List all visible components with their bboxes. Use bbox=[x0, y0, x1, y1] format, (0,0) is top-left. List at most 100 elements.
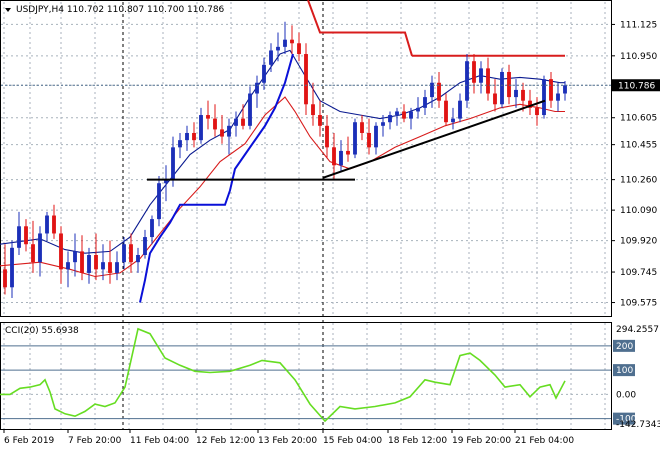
cci-tick-label: 294.2557 bbox=[616, 325, 659, 335]
candle-body bbox=[220, 129, 224, 137]
price-tick-label: 109.575 bbox=[620, 299, 657, 309]
time-tick-label: 6 Feb 2019 bbox=[4, 436, 55, 446]
candle-body bbox=[157, 183, 161, 220]
collapse-arrow-icon[interactable] bbox=[5, 8, 11, 12]
candle-body bbox=[45, 215, 49, 234]
cci-level-box bbox=[613, 364, 635, 377]
current-price-label: 110.786 bbox=[618, 81, 655, 91]
candle-body bbox=[10, 247, 14, 288]
time-tick-label: 7 Feb 20:00 bbox=[68, 436, 122, 446]
candle-body bbox=[234, 118, 238, 126]
candle-body bbox=[556, 93, 560, 101]
time-axis: 6 Feb 2019 7 Feb 20:00 11 Feb 04:00 12 Feb … bbox=[3, 429, 574, 446]
candles bbox=[3, 21, 567, 299]
candle-body bbox=[192, 132, 196, 141]
chart-title: USDJPY,H4 110.702 110.807 110.700 110.78… bbox=[16, 5, 225, 15]
price-tick-label: 110.260 bbox=[620, 176, 657, 186]
time-tick-label: 15 Feb 04:00 bbox=[323, 436, 382, 446]
candle-body bbox=[262, 64, 266, 83]
candle-body bbox=[458, 100, 462, 119]
candle-body bbox=[31, 244, 35, 263]
cci-level-box bbox=[613, 412, 635, 425]
candle-body bbox=[248, 93, 252, 126]
candle-body bbox=[444, 100, 448, 123]
cci-level-box bbox=[613, 339, 635, 352]
time-tick-label: 21 Feb 04:00 bbox=[515, 436, 574, 446]
time-tick-label: 12 Feb 12:00 bbox=[196, 436, 255, 446]
cci-title: CCI(20) 55.6938 bbox=[5, 326, 79, 336]
price-tick-label: 110.455 bbox=[620, 141, 657, 151]
candle-body bbox=[402, 111, 406, 119]
candle-body bbox=[423, 97, 427, 108]
candle-body bbox=[353, 122, 357, 155]
candle-body bbox=[332, 147, 336, 166]
cci-axis: 294.2557 200 100 0.00 -100-142.7343 bbox=[613, 325, 660, 430]
candle-body bbox=[486, 68, 490, 94]
cci-levels bbox=[1, 345, 611, 420]
candle-body bbox=[129, 244, 133, 263]
candle-body bbox=[318, 115, 322, 126]
trend-line bbox=[322, 99, 546, 179]
candle-body bbox=[80, 251, 84, 273]
candle-body bbox=[143, 237, 147, 255]
time-tick-label: 11 Feb 04:00 bbox=[130, 436, 189, 446]
candle-body bbox=[269, 50, 273, 65]
time-tick-label: 13 Feb 20:00 bbox=[258, 436, 317, 446]
candle-body bbox=[381, 122, 385, 126]
price-tick-label: 111.125 bbox=[620, 20, 657, 30]
candle-body bbox=[374, 125, 378, 148]
candle-body bbox=[38, 233, 42, 263]
candle-body bbox=[507, 71, 511, 98]
resistance-line bbox=[307, 0, 413, 57]
candle-body bbox=[465, 61, 469, 101]
candle-body bbox=[52, 215, 56, 234]
price-tick-label: 110.950 bbox=[620, 52, 657, 62]
candle-body bbox=[94, 254, 98, 270]
candle-body bbox=[346, 150, 350, 155]
price-tick-label: 110.090 bbox=[620, 206, 657, 216]
candle-body bbox=[213, 118, 217, 130]
candle-body bbox=[206, 115, 210, 119]
candle-body bbox=[297, 43, 301, 55]
time-tick-label: 19 Feb 20:00 bbox=[452, 436, 511, 446]
candle-body bbox=[416, 107, 420, 112]
candle-body bbox=[500, 71, 504, 105]
cci-tick-label: -100 bbox=[616, 415, 637, 425]
candle-body bbox=[73, 251, 77, 263]
candle-body bbox=[437, 82, 441, 101]
candle-body bbox=[101, 262, 105, 270]
candle-body bbox=[276, 46, 280, 51]
candle-body bbox=[472, 61, 476, 83]
candle-body bbox=[430, 82, 434, 98]
cci-tick-label: 100 bbox=[616, 366, 633, 376]
candle-body bbox=[136, 254, 140, 263]
candle-body bbox=[325, 125, 329, 148]
current-price-box bbox=[612, 79, 660, 92]
price-tick-label: 109.920 bbox=[620, 237, 657, 247]
cci-line bbox=[0, 327, 566, 423]
candle-body bbox=[528, 100, 532, 108]
candle-body bbox=[311, 104, 315, 116]
candle-body bbox=[241, 118, 245, 126]
candle-body bbox=[150, 219, 154, 238]
candle-body bbox=[493, 93, 497, 105]
candle-body bbox=[108, 262, 112, 273]
step-trailing-line bbox=[139, 53, 294, 303]
candle-body bbox=[521, 89, 525, 101]
candle-body bbox=[185, 132, 189, 141]
candle-body bbox=[388, 115, 392, 123]
candle-body bbox=[451, 118, 455, 123]
candle-body bbox=[199, 115, 203, 141]
candle-body bbox=[304, 54, 308, 105]
candle-body bbox=[171, 147, 175, 180]
candle-body bbox=[360, 122, 364, 133]
candle-body bbox=[563, 85, 567, 94]
resistance-lines bbox=[307, 0, 565, 57]
moving-average-fast-line bbox=[0, 49, 565, 254]
moving-average-slow-line bbox=[0, 96, 565, 278]
candle-body bbox=[66, 262, 70, 270]
candle-body bbox=[122, 244, 126, 263]
candle-body bbox=[115, 262, 119, 273]
candle-body bbox=[290, 39, 294, 44]
